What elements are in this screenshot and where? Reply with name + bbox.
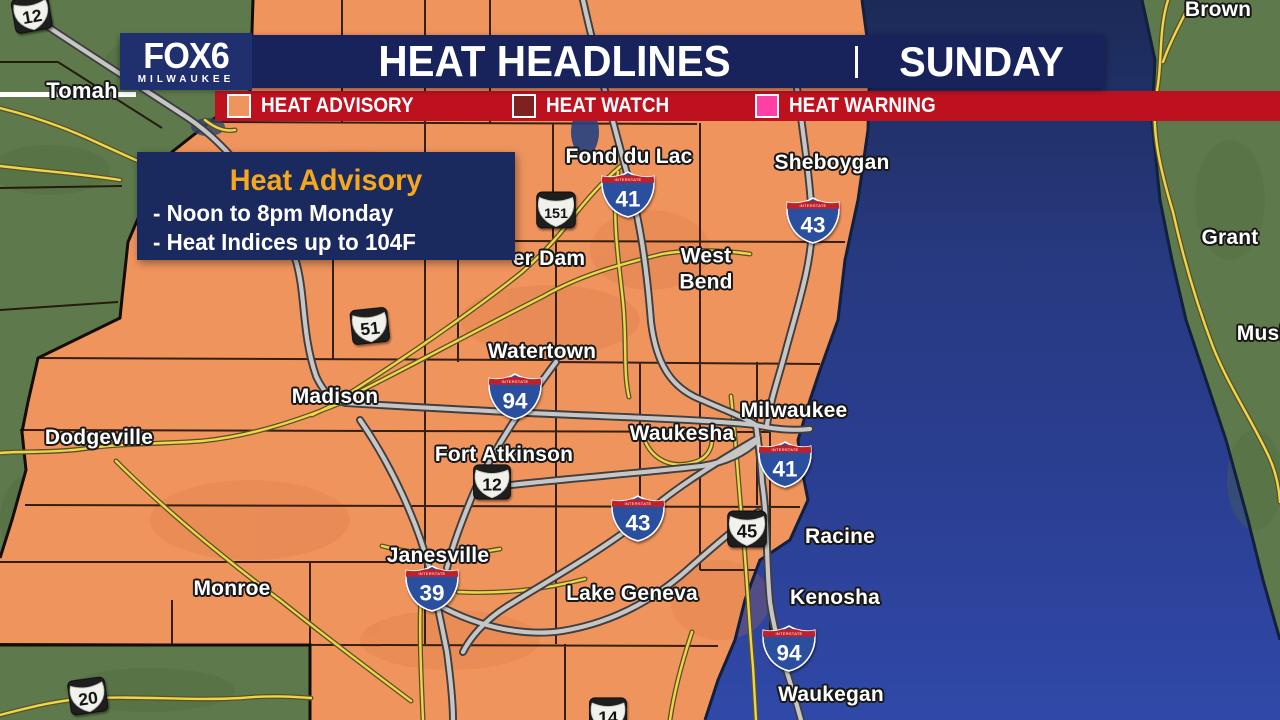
interstate-41-south-shield: 41 [758,441,812,493]
interstate-94-shield: 94 [488,373,542,425]
interstate-94-south-shield: 94 [762,625,816,677]
map-label-sheboygan: Sheboygan [774,151,890,174]
day-label: SUNDAY [899,37,1064,85]
tomah-underline [0,92,136,97]
heat-advisory-swatch [227,94,251,118]
svg-text:43: 43 [801,212,826,237]
michigan-land [1142,0,1280,640]
svg-text:43: 43 [626,510,651,535]
map-label-tomah: Tomah [46,78,118,103]
map-label-waukesha: Waukesha [629,422,735,445]
lake-shoreline [703,0,872,720]
interstate-43-shield: 43 [786,197,840,249]
advisory-box-line-2: - Heat Indices up to 104F [153,229,416,255]
svg-text:45: 45 [737,521,757,542]
map-label-beaver-dam-partial: er Dam [512,247,586,270]
map-label-milwaukee: Milwaukee [740,399,848,422]
us-45-shield: 45 [723,506,771,557]
svg-text:14: 14 [598,707,618,720]
header-divider [855,46,858,78]
fox6-logo: FOX6 MILWAUKEE [120,33,252,90]
advisory-box-line-1: - Noon to 8pm Monday [153,200,394,226]
page-title: HEAT HEADLINES [378,36,731,86]
svg-text:12: 12 [482,474,502,494]
map-label-monroe: Monroe [193,577,271,600]
map-label-racine: Racine [804,525,876,548]
heat-warning-label: HEAT WARNING [789,94,936,117]
map-label-fort-atkinson: Fort Atkinson [434,443,574,466]
advisory-info-box: Heat Advisory - Noon to 8pm Monday - Hea… [137,152,515,260]
map-label-brown: Brown [1184,0,1252,21]
legend-bar: HEAT ADVISORY HEAT WATCH HEAT WARNING [215,91,1280,121]
interstate-41-shield: 41 [601,171,655,223]
heat-advisory-label: HEAT ADVISORY [261,94,414,117]
svg-text:151: 151 [544,206,568,222]
map-label-waukegan: Waukegan [778,683,884,706]
us-14-shield: 14 [585,693,631,720]
map-label-kenosha: Kenosha [789,586,881,609]
lake-michigan [705,0,1280,720]
svg-text:94: 94 [777,640,802,665]
us-12-north-shield: 12 [5,0,59,44]
heat-warning-swatch [755,94,779,118]
map-label-muskegon-partial: Musk [1236,322,1280,345]
fox6-logo-text: FOX6 [143,34,229,76]
legend-item-heat-watch: HEAT WATCH [512,91,683,121]
map-label-west-bend: West Bend [679,244,733,293]
us-151-shield: 151 [530,187,582,238]
interstate-43-south-shield: 43 [611,495,665,547]
svg-text:41: 41 [773,456,798,481]
legend-item-heat-warning: HEAT WARNING [755,91,952,121]
fox6-logo-city: MILWAUKEE [137,73,235,85]
map-label-madison: Madison [291,385,379,408]
us-12-shield: 12 [469,460,515,509]
us-51-shield: 51 [345,301,396,355]
svg-text:41: 41 [616,186,641,211]
legend-item-heat-advisory: HEAT ADVISORY [227,91,431,121]
advisory-box-title: Heat Advisory [229,164,423,197]
map-label-dodgeville: Dodgeville [44,426,154,449]
map-label-fond-du-lac: Fond du Lac [565,145,693,168]
heat-watch-swatch [512,94,536,118]
svg-text:12: 12 [21,5,44,28]
map-label-lake-geneva: Lake Geneva [566,582,698,605]
svg-text:94: 94 [503,388,528,413]
svg-text:20: 20 [77,687,99,710]
us-20-shield: 20 [62,671,114,720]
map-label-janesville: Janesville [386,544,490,567]
heat-watch-label: HEAT WATCH [546,94,670,117]
interstate-39-shield: 39 [405,565,459,617]
map-label-watertown: Watertown [487,340,597,363]
header-bar: FOX6 MILWAUKEE HEAT HEADLINES SUNDAY [120,33,1105,90]
svg-text:51: 51 [359,317,381,339]
svg-text:39: 39 [420,580,445,605]
map-label-grant: Grant [1201,226,1259,249]
